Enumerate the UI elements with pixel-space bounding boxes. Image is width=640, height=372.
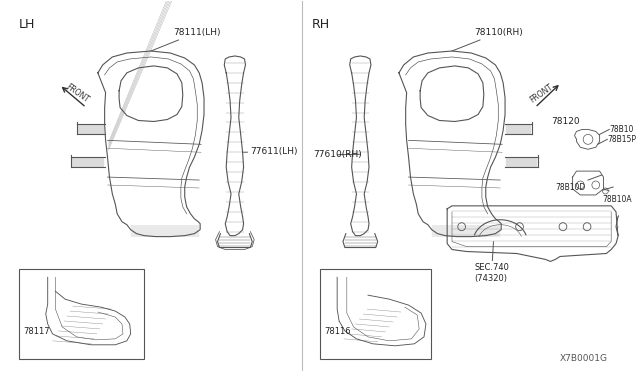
Text: 78B15P: 78B15P bbox=[607, 135, 636, 144]
Text: 78111(LH): 78111(LH) bbox=[151, 28, 221, 51]
Text: FRONT: FRONT bbox=[64, 82, 91, 105]
Text: FRONT: FRONT bbox=[528, 82, 555, 105]
Text: 77611(LH): 77611(LH) bbox=[244, 147, 298, 156]
Bar bbox=[320, 269, 431, 359]
Text: 78B10D: 78B10D bbox=[556, 183, 586, 192]
Text: 77610(RH): 77610(RH) bbox=[313, 150, 362, 159]
Text: SEC.740
(74320): SEC.740 (74320) bbox=[474, 241, 509, 283]
Text: 78110(RH): 78110(RH) bbox=[452, 28, 523, 51]
Text: 78116: 78116 bbox=[324, 327, 351, 336]
Text: 78B10: 78B10 bbox=[609, 125, 634, 134]
Text: LH: LH bbox=[19, 18, 35, 31]
Text: X7B0001G: X7B0001G bbox=[559, 354, 607, 363]
Bar bbox=[19, 269, 144, 359]
Text: 78B10A: 78B10A bbox=[602, 195, 632, 204]
Text: 78117: 78117 bbox=[24, 327, 50, 336]
Text: 78120: 78120 bbox=[552, 118, 580, 126]
Text: RH: RH bbox=[312, 18, 330, 31]
